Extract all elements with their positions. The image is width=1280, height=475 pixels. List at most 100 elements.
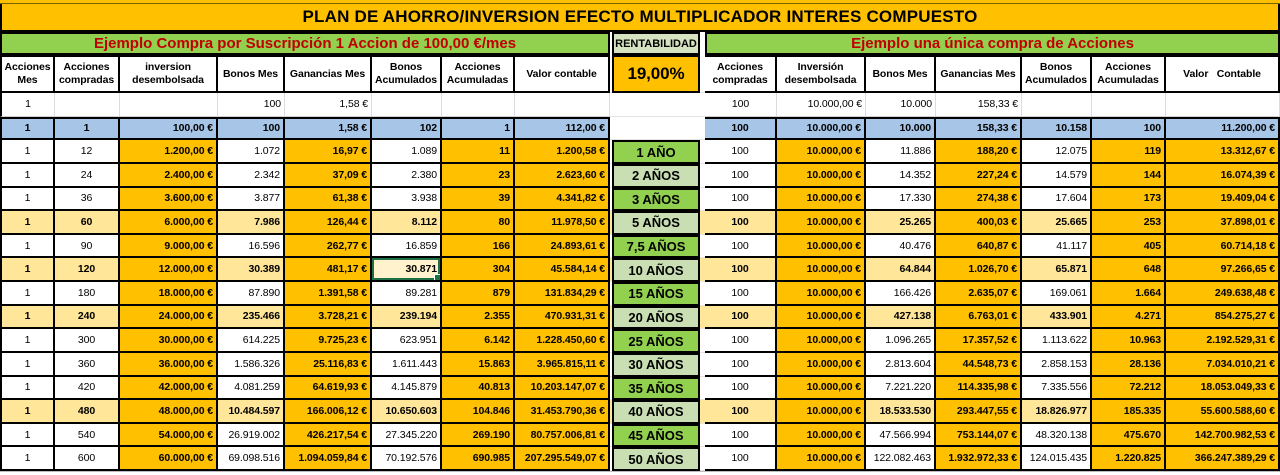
left-table-cell[interactable]: 54.000,00 € (120, 423, 218, 448)
left-table-cell[interactable]: 9.000,00 € (120, 234, 218, 259)
left-table-cell[interactable]: 360 (55, 352, 120, 377)
left-table-cell[interactable] (55, 93, 120, 117)
right-table-cell[interactable] (1166, 93, 1280, 117)
right-table-cell[interactable]: 10.000 (866, 116, 936, 141)
right-table-cell[interactable]: 16.074,39 € (1166, 163, 1280, 188)
year-label-cell[interactable]: 50 AÑOS (612, 447, 700, 471)
left-table-cell[interactable]: 16,97 € (285, 140, 372, 164)
right-table-cell[interactable]: 100 (705, 423, 777, 448)
right-table-cell[interactable]: 65.871 (1022, 258, 1092, 282)
right-table-cell[interactable]: 10.000,00 € (777, 187, 866, 212)
right-table-cell[interactable]: 169.061 (1022, 282, 1092, 306)
right-table-cell[interactable]: 10.000,00 € (777, 116, 866, 141)
left-column-header-cell[interactable]: inversion desembolsada (120, 55, 218, 93)
left-column-header-cell[interactable]: Bonos Mes (218, 55, 285, 93)
left-table-cell[interactable]: 2.342 (218, 163, 285, 188)
right-column-header-cell[interactable]: Acciones compradas (705, 55, 777, 93)
left-table-cell[interactable]: 8.112 (372, 211, 442, 235)
left-table-cell[interactable]: 1,58 € (285, 93, 372, 117)
right-table-cell[interactable]: 10.000,00 € (777, 234, 866, 259)
left-table-cell[interactable]: 60 (55, 211, 120, 235)
left-table-cell[interactable]: 1 (0, 163, 55, 188)
left-table-cell[interactable]: 470.931,31 € (515, 305, 610, 330)
left-table-cell[interactable]: 2.400,00 € (120, 163, 218, 188)
right-table-cell[interactable]: 97.266,65 € (1166, 258, 1280, 282)
left-table-cell[interactable]: 166.006,12 € (285, 400, 372, 424)
left-table-cell[interactable]: 102 (372, 116, 442, 141)
left-table-cell[interactable]: 36 (55, 187, 120, 212)
right-table-cell[interactable]: 10.000,00 € (777, 93, 866, 117)
left-table-cell[interactable]: 300 (55, 329, 120, 353)
left-table-cell[interactable]: 269.190 (442, 423, 515, 448)
left-table-cell[interactable]: 40.813 (442, 376, 515, 401)
left-table-cell[interactable]: 240 (55, 305, 120, 330)
left-table-cell[interactable]: 3.938 (372, 187, 442, 212)
right-table-cell[interactable]: 10.000,00 € (777, 329, 866, 353)
left-table-cell[interactable]: 1 (0, 423, 55, 448)
right-table-cell[interactable]: 114.335,98 € (936, 376, 1022, 401)
left-table-cell[interactable]: 15.863 (442, 352, 515, 377)
year-label-cell[interactable]: 40 AÑOS (612, 400, 700, 424)
left-table-cell[interactable]: 120 (55, 258, 120, 282)
left-table-cell[interactable]: 262,77 € (285, 234, 372, 259)
right-table-cell[interactable]: 7.034.010,21 € (1166, 352, 1280, 377)
left-table-cell[interactable]: 61,38 € (285, 187, 372, 212)
left-table-cell[interactable]: 1 (0, 282, 55, 306)
left-column-header-cell[interactable]: Valor contable (515, 55, 610, 93)
rentabilidad-label-cell[interactable]: RENTABILIDAD (612, 32, 700, 55)
left-table-cell[interactable]: 131.834,29 € (515, 282, 610, 306)
left-table-cell[interactable]: 100 (218, 93, 285, 117)
right-table-cell[interactable]: 12.075 (1022, 140, 1092, 164)
left-table-cell[interactable]: 104.846 (442, 400, 515, 424)
left-table-cell[interactable]: 180 (55, 282, 120, 306)
left-table-cell[interactable] (442, 93, 515, 117)
right-table-cell[interactable]: 18.533.530 (866, 400, 936, 424)
right-table-cell[interactable]: 1.113.622 (1022, 329, 1092, 353)
right-table-cell[interactable]: 144 (1092, 163, 1166, 188)
left-table-cell[interactable]: 16.596 (218, 234, 285, 259)
right-table-cell[interactable]: 7.221.220 (866, 376, 936, 401)
left-table-cell[interactable]: 1 (0, 376, 55, 401)
right-table-cell[interactable]: 100 (705, 140, 777, 164)
left-table-cell[interactable]: 1 (0, 258, 55, 282)
right-table-cell[interactable]: 1.096.265 (866, 329, 936, 353)
left-table-cell[interactable]: 1 (442, 116, 515, 141)
left-table-cell[interactable]: 1 (0, 329, 55, 353)
left-table-cell[interactable]: 89.281 (372, 282, 442, 306)
right-table-cell[interactable]: 100 (705, 93, 777, 117)
left-table-cell[interactable]: 1 (0, 400, 55, 424)
right-table-cell[interactable]: 293.447,55 € (936, 400, 1022, 424)
left-column-header-cell[interactable]: Bonos Acumulados (372, 55, 442, 93)
right-table-cell[interactable]: 7.335.556 (1022, 376, 1092, 401)
right-table-cell[interactable]: 648 (1092, 258, 1166, 282)
right-table-cell[interactable]: 10.000,00 € (777, 258, 866, 282)
right-table-cell[interactable]: 158,33 € (936, 93, 1022, 117)
left-table-cell[interactable]: 235.466 (218, 305, 285, 330)
left-table-cell[interactable]: 600 (55, 447, 120, 471)
right-table-cell[interactable]: 17.357,52 € (936, 329, 1022, 353)
left-table-cell[interactable]: 23 (442, 163, 515, 188)
right-table-cell[interactable]: 185.335 (1092, 400, 1166, 424)
left-table-cell[interactable]: 3.877 (218, 187, 285, 212)
left-table-cell[interactable]: 3.965.815,11 € (515, 352, 610, 377)
left-table-cell[interactable]: 1.228.450,60 € (515, 329, 610, 353)
left-table-cell[interactable]: 10.650.603 (372, 400, 442, 424)
left-table-cell[interactable]: 42.000,00 € (120, 376, 218, 401)
left-table-cell[interactable] (515, 93, 610, 117)
right-table-cell[interactable]: 10.000,00 € (777, 400, 866, 424)
right-table-cell[interactable]: 405 (1092, 234, 1166, 259)
year-label-cell[interactable]: 20 AÑOS (612, 305, 700, 330)
right-table-cell[interactable]: 60.714,18 € (1166, 234, 1280, 259)
left-table-cell[interactable]: 100,00 € (120, 116, 218, 141)
right-table-cell[interactable]: 1.664 (1092, 282, 1166, 306)
left-table-cell[interactable]: 80.757.006,81 € (515, 423, 610, 448)
left-table-cell[interactable]: 623.951 (372, 329, 442, 353)
left-table-cell[interactable]: 36.000,00 € (120, 352, 218, 377)
right-table-cell[interactable]: 1.220.825 (1092, 447, 1166, 471)
left-table-cell[interactable]: 18.000,00 € (120, 282, 218, 306)
left-table-cell[interactable]: 540 (55, 423, 120, 448)
left-table-cell[interactable]: 4.145.879 (372, 376, 442, 401)
right-table-cell[interactable]: 6.763,01 € (936, 305, 1022, 330)
right-table-cell[interactable]: 100 (705, 400, 777, 424)
left-table-cell[interactable]: 1.094.059,84 € (285, 447, 372, 471)
